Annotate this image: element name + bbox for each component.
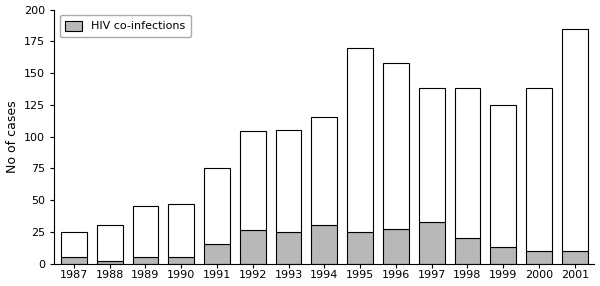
- Bar: [311, 225, 337, 263]
- Bar: [383, 63, 409, 229]
- Legend: HIV co-infections: HIV co-infections: [60, 15, 191, 37]
- Bar: [383, 229, 409, 263]
- Bar: [562, 251, 587, 263]
- Bar: [490, 247, 516, 263]
- Bar: [455, 238, 481, 263]
- Bar: [204, 245, 230, 263]
- Bar: [526, 251, 552, 263]
- Bar: [347, 48, 373, 232]
- Bar: [240, 231, 266, 263]
- Bar: [240, 132, 266, 231]
- Bar: [276, 232, 301, 263]
- Bar: [419, 88, 445, 222]
- Bar: [133, 206, 158, 257]
- Bar: [562, 29, 587, 251]
- Bar: [490, 105, 516, 247]
- Bar: [61, 232, 87, 257]
- Bar: [169, 204, 194, 257]
- Bar: [455, 88, 481, 238]
- Y-axis label: No of cases: No of cases: [5, 100, 19, 173]
- Bar: [204, 168, 230, 245]
- Bar: [133, 257, 158, 263]
- Bar: [276, 130, 301, 232]
- Bar: [169, 257, 194, 263]
- Bar: [419, 222, 445, 263]
- Bar: [97, 261, 122, 263]
- Bar: [61, 257, 87, 263]
- Bar: [347, 232, 373, 263]
- Bar: [311, 118, 337, 225]
- Bar: [97, 225, 122, 261]
- Bar: [526, 88, 552, 251]
